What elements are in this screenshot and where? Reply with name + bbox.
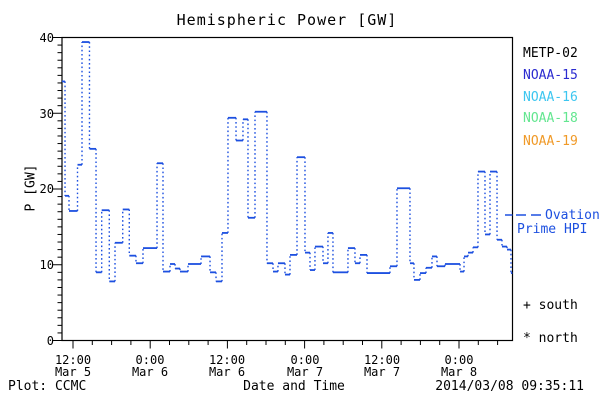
x-tick-time: 0:00 (290, 353, 320, 367)
x-tick-label-3: 12:00 Mar 6 (195, 354, 259, 378)
chart-title: Hemispheric Power [GW] (176, 11, 398, 29)
x-tick-label-2: 0:00 Mar 6 (118, 354, 182, 378)
x-axis-title: Date and Time (243, 379, 345, 394)
x-tick-date: Mar 6 (131, 365, 169, 379)
y-tick-label-0: 0 (46, 334, 54, 348)
x-tick-time: 0:00 (135, 353, 165, 367)
hpi-step-line (62, 41, 513, 283)
x-tick-date: Mar 7 (363, 365, 401, 379)
legend-model-label-line1: Ovation (545, 208, 600, 223)
axis-ticks (53, 37, 499, 349)
x-tick-date: Mar 8 (440, 365, 478, 379)
legend-item-noaa-19: NOAA-19 (523, 134, 578, 149)
x-tick-date: Mar 6 (208, 365, 246, 379)
x-tick-time: 12:00 (54, 353, 92, 367)
south-marker-label: + south (523, 298, 578, 313)
x-tick-date: Mar 5 (54, 365, 92, 379)
legend-item-noaa-15: NOAA-15 (523, 68, 578, 83)
legend-model-label-line2: Prime HPI (517, 222, 588, 237)
north-marker-label: * north (523, 331, 578, 346)
plot-credit: Plot: CCMC (8, 379, 87, 394)
y-tick-label-30: 30 (39, 107, 54, 121)
timestamp: 2014/03/08 09:35:11 (435, 379, 584, 394)
legend-item-metp-02: METP-02 (523, 46, 578, 61)
x-tick-time: 12:00 (363, 353, 401, 367)
y-tick-label-20: 20 (39, 182, 54, 196)
plot-border (61, 36, 514, 342)
x-tick-label-6: 0:00 Mar 8 (427, 354, 491, 378)
x-tick-label-5: 12:00 Mar 7 (350, 354, 414, 378)
x-tick-time: 0:00 (444, 353, 474, 367)
x-tick-label-1: 12:00 Mar 5 (41, 354, 105, 378)
x-tick-date: Mar 7 (286, 365, 324, 379)
y-tick-label-10: 10 (39, 258, 54, 272)
legend-item-noaa-18: NOAA-18 (523, 111, 578, 126)
legend-item-noaa-16: NOAA-16 (523, 90, 578, 105)
x-tick-label-4: 0:00 Mar 7 (273, 354, 337, 378)
y-tick-label-40: 40 (39, 31, 54, 45)
x-tick-time: 12:00 (208, 353, 246, 367)
